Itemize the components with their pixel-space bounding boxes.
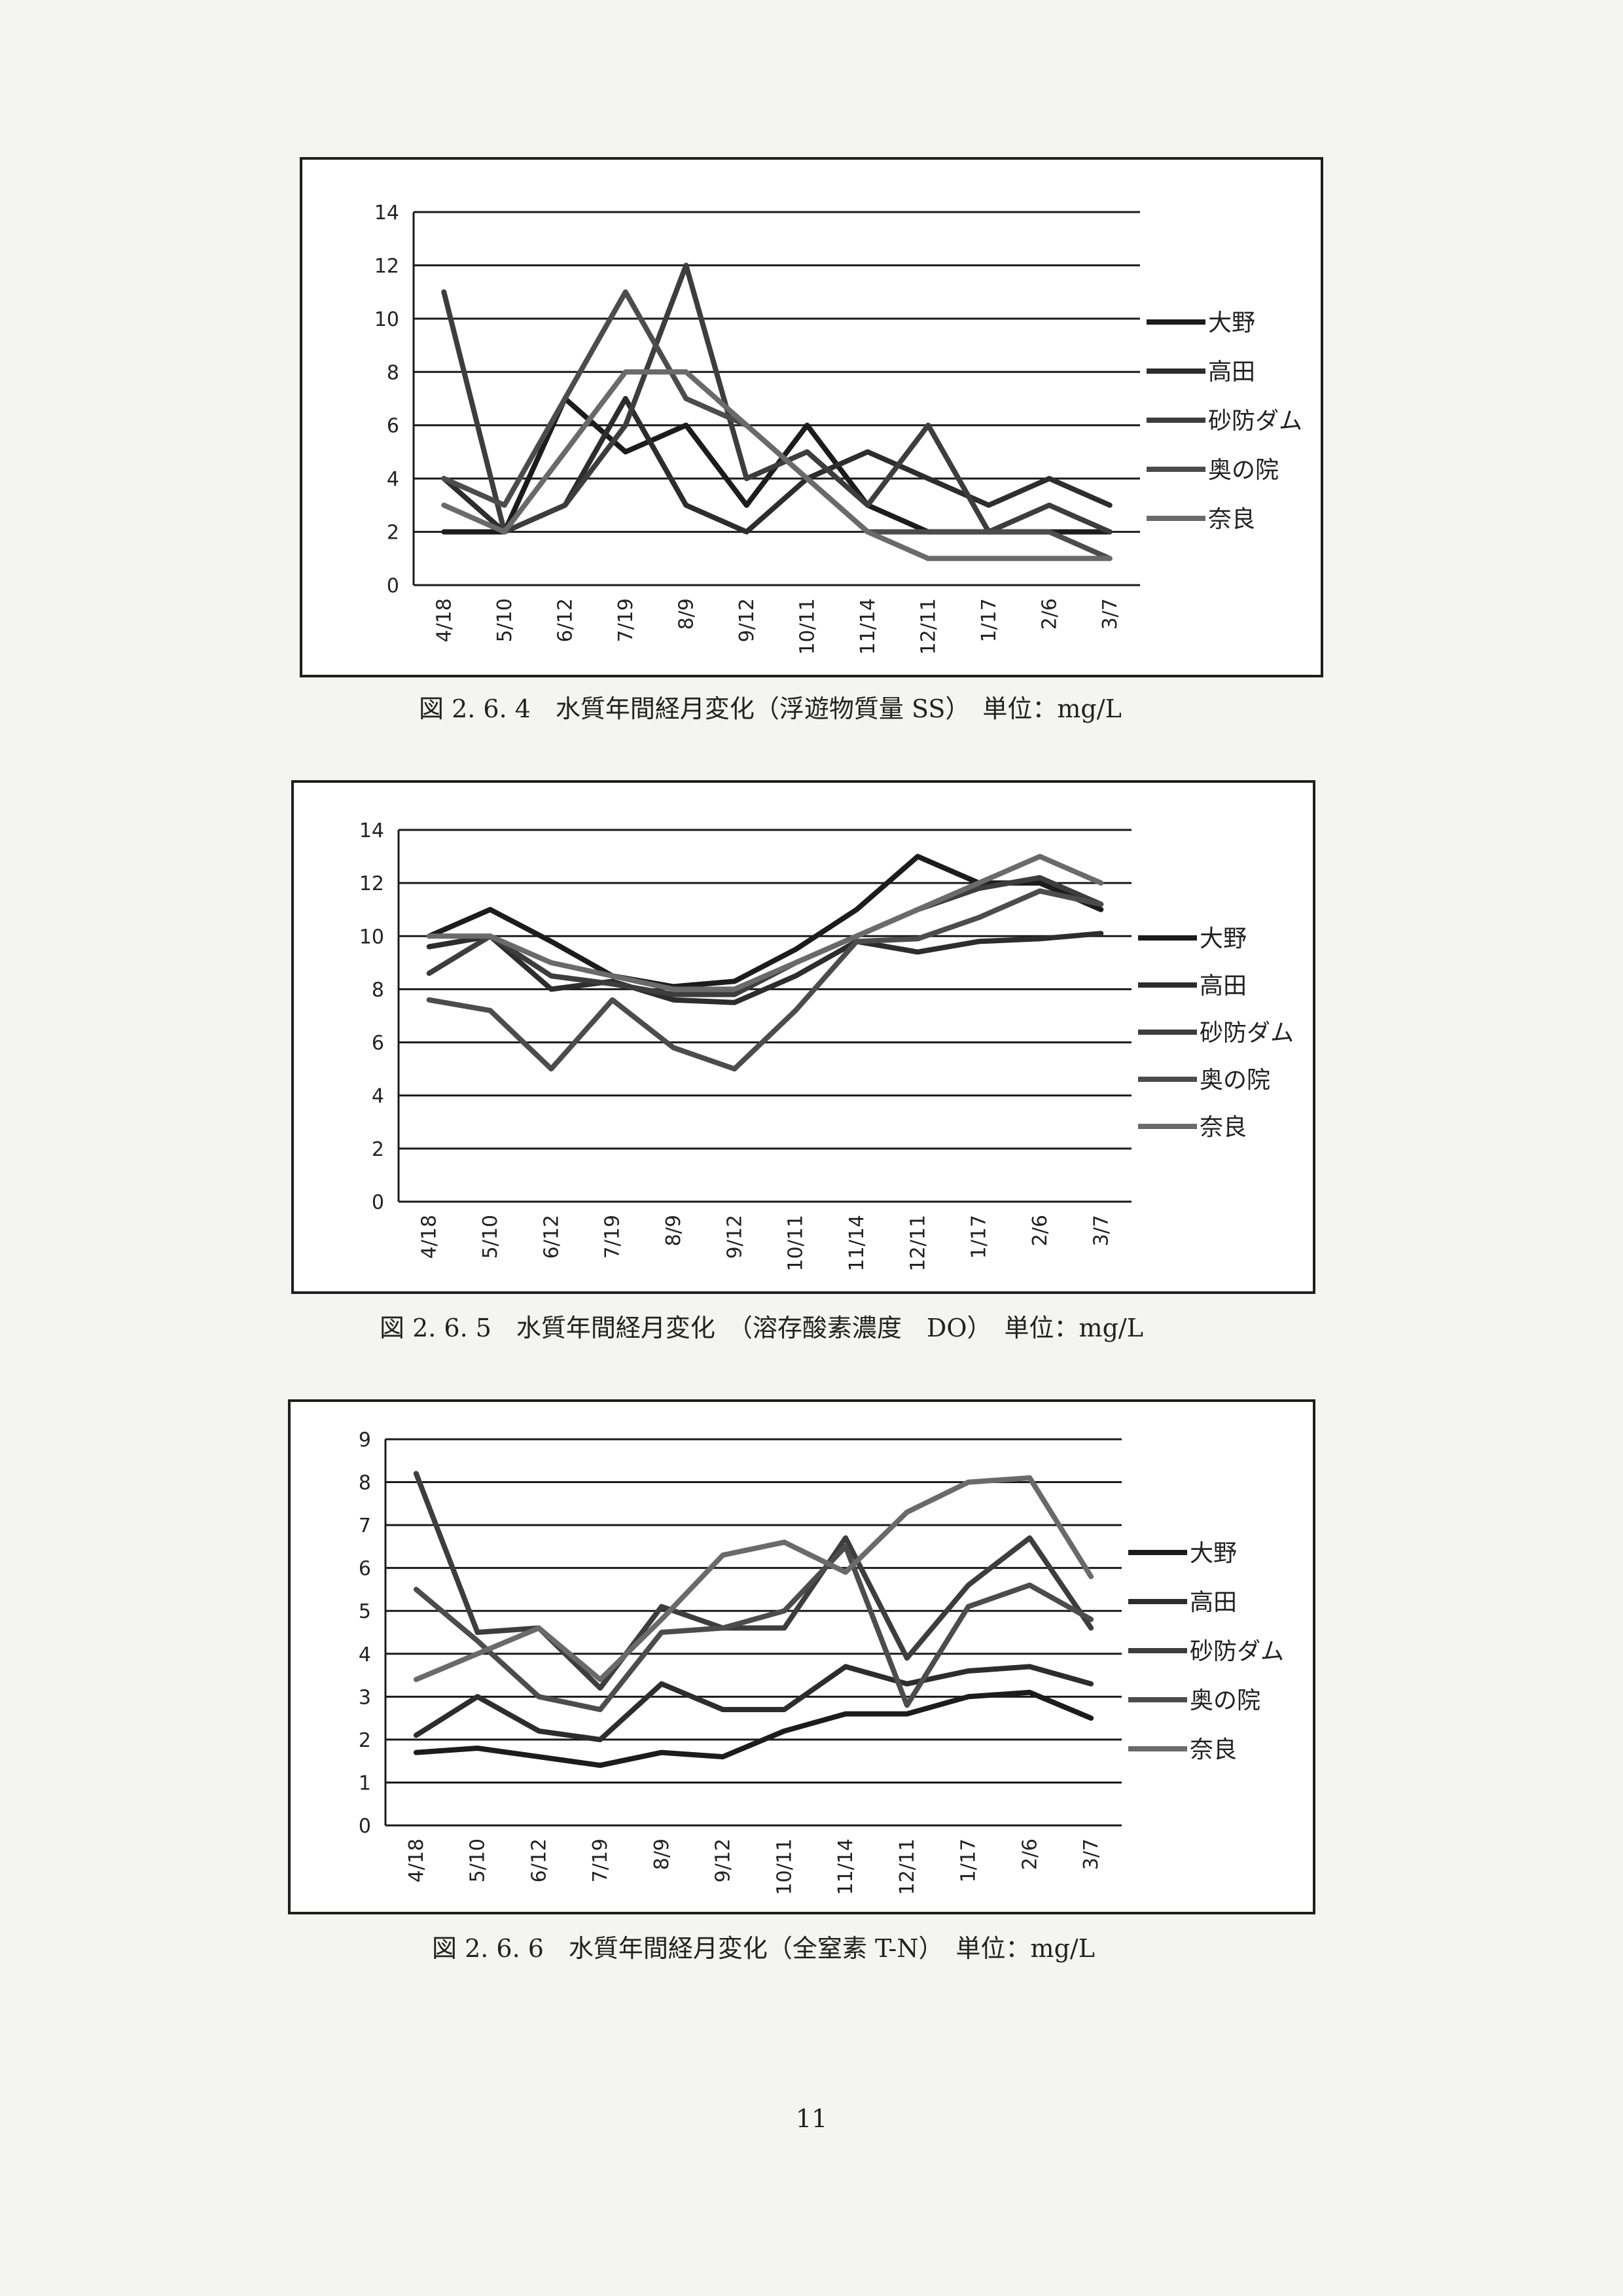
series-line-1 [413, 1664, 1094, 1742]
x-tick-label: 7/19 [589, 1839, 612, 1882]
x-tick-label: 11/14 [857, 598, 880, 655]
y-tick-label: 7 [359, 1515, 371, 1537]
y-tick-label: 10 [359, 925, 384, 948]
y-tick-label: 1 [359, 1772, 371, 1795]
y-tick-label: 14 [374, 202, 399, 224]
y-tick-label: 12 [359, 872, 384, 895]
page-number: 11 [795, 2104, 828, 2133]
x-tick-label: 6/12 [527, 1839, 550, 1882]
legend-label: 高田 [1200, 973, 1247, 999]
y-tick-label: 5 [359, 1600, 371, 1623]
y-tick-label: 0 [359, 1815, 371, 1838]
x-tick-label: 12/11 [896, 1839, 919, 1895]
y-tick-label: 10 [374, 308, 399, 331]
x-tick-label: 7/19 [615, 598, 637, 642]
x-tick-label: 4/18 [418, 1215, 441, 1259]
x-tick-label: 2/6 [1018, 1839, 1041, 1870]
series-line-2 [413, 1471, 1094, 1691]
chart-ss: 0 2 4 6 8 10 12 14 4/18 5/10 6/12 7/19 8/9 9/12 10/11 1… [300, 157, 1323, 677]
legend-label: 大野 [1208, 310, 1255, 336]
series-line-2 [441, 262, 1113, 535]
x-tick-label: 1/17 [957, 1839, 980, 1882]
series-line-1 [426, 931, 1104, 1005]
x-tick-label: 5/10 [493, 598, 516, 642]
series-line-4 [426, 853, 1104, 992]
chart-tn: 0 1 2 3 4 5 6 7 8 9 4/18 5/10 6/12 7/19 8/9 9/12 10/11 11… [288, 1399, 1315, 1914]
legend-label: 奈良 [1208, 506, 1255, 533]
series-line-0 [413, 1689, 1094, 1768]
x-tick-label: 3/7 [1099, 598, 1122, 630]
y-tick-label: 12 [374, 255, 399, 278]
x-tick-label: 9/12 [736, 598, 758, 642]
chart-tn-caption: 図 2. 6. 6 水質年間経月変化（全窒素 T-N） 単位：mg/L [432, 1934, 1095, 1963]
series-line-0 [426, 853, 1104, 990]
legend-label: 奥の院 [1208, 457, 1279, 484]
y-tick-label: 3 [359, 1686, 371, 1709]
y-tick-label: 2 [372, 1138, 384, 1161]
y-tick-label: 8 [372, 978, 384, 1001]
y-tick-label: 6 [359, 1558, 371, 1581]
legend-label: 大野 [1190, 1540, 1237, 1567]
x-tick-label: 10/11 [785, 1215, 808, 1271]
x-tick-label: 10/11 [773, 1839, 796, 1895]
x-tick-label: 8/9 [651, 1839, 673, 1870]
x-tick-label: 2/6 [1038, 598, 1061, 630]
y-tick-label: 0 [387, 575, 399, 598]
series-line-4 [441, 369, 1113, 562]
y-tick-label: 0 [372, 1191, 384, 1214]
y-tick-label: 2 [387, 522, 399, 545]
x-tick-label: 1/17 [968, 1215, 991, 1259]
x-tick-label: 5/10 [479, 1215, 502, 1259]
legend-label: 高田 [1208, 359, 1255, 386]
x-tick-label: 8/9 [675, 598, 698, 630]
x-tick-label: 11/14 [846, 1215, 868, 1271]
legend-label: 砂防ダム [1190, 1638, 1284, 1665]
y-tick-label: 9 [359, 1429, 371, 1452]
y-tick-label: 8 [359, 1472, 371, 1495]
x-tick-label: 3/7 [1080, 1839, 1103, 1870]
y-tick-label: 2 [359, 1729, 371, 1752]
x-tick-label: 2/6 [1029, 1215, 1052, 1246]
x-tick-label: 12/11 [906, 1215, 929, 1271]
x-tick-label: 10/11 [796, 598, 819, 655]
y-tick-label: 6 [372, 1032, 384, 1055]
y-tick-label: 4 [359, 1643, 371, 1666]
legend-label: 奈良 [1200, 1114, 1247, 1141]
y-tick-label: 6 [387, 415, 399, 438]
x-tick-label: 4/18 [433, 598, 455, 642]
x-tick-label: 1/17 [978, 598, 1001, 642]
x-tick-label: 7/19 [601, 1215, 624, 1259]
x-tick-label: 6/12 [540, 1215, 563, 1259]
x-tick-label: 5/10 [467, 1839, 490, 1882]
chart-do: 0 2 4 6 8 10 12 14 4/18 5/10 6/12 7/19 8/9 9/12 10/11 1… [291, 780, 1315, 1294]
legend-label: 砂防ダム [1200, 1020, 1294, 1047]
legend-label: 砂防ダム [1208, 408, 1302, 435]
x-tick-label: 9/12 [723, 1215, 746, 1259]
chart-do-svg: 0 2 4 6 8 10 12 14 4/18 5/10 6/12 7/19 8/9 9/12 10/11 1… [359, 819, 1294, 1271]
y-tick-label: 4 [372, 1085, 384, 1108]
legend-label: 奥の院 [1190, 1687, 1260, 1714]
legend-label: 大野 [1200, 925, 1247, 952]
chart-ss-svg: 0 2 4 6 8 10 12 14 4/18 5/10 6/12 7/19 8/9 9/12 10/11 1… [374, 202, 1302, 655]
series-line-4 [413, 1475, 1094, 1683]
y-tick-label: 4 [387, 468, 399, 491]
legend-label: 奥の院 [1200, 1067, 1270, 1094]
x-tick-label: 6/12 [554, 598, 577, 642]
x-tick-label: 3/7 [1090, 1215, 1113, 1246]
chart-tn-svg: 0 1 2 3 4 5 6 7 8 9 4/18 5/10 6/12 7/19 8/9 9/12 10/11 11… [359, 1429, 1284, 1895]
legend-label: 高田 [1190, 1589, 1237, 1616]
x-tick-label: 9/12 [712, 1839, 735, 1882]
x-tick-label: 11/14 [834, 1839, 857, 1895]
legend-label: 奈良 [1190, 1736, 1237, 1763]
series-line-3 [426, 888, 1104, 1072]
y-tick-label: 14 [359, 819, 384, 842]
x-tick-label: 8/9 [662, 1215, 685, 1246]
chart-do-caption: 図 2. 6. 5 水質年間経月変化 （溶存酸素濃度 DO） 単位：mg/L [380, 1314, 1143, 1342]
chart-ss-caption: 図 2. 6. 4 水質年間経月変化（浮遊物質量 SS） 単位：mg/L [419, 694, 1122, 723]
series-line-3 [413, 1543, 1094, 1712]
x-tick-label: 4/18 [405, 1839, 428, 1882]
x-tick-label: 12/11 [917, 598, 940, 655]
y-tick-label: 8 [387, 361, 399, 384]
